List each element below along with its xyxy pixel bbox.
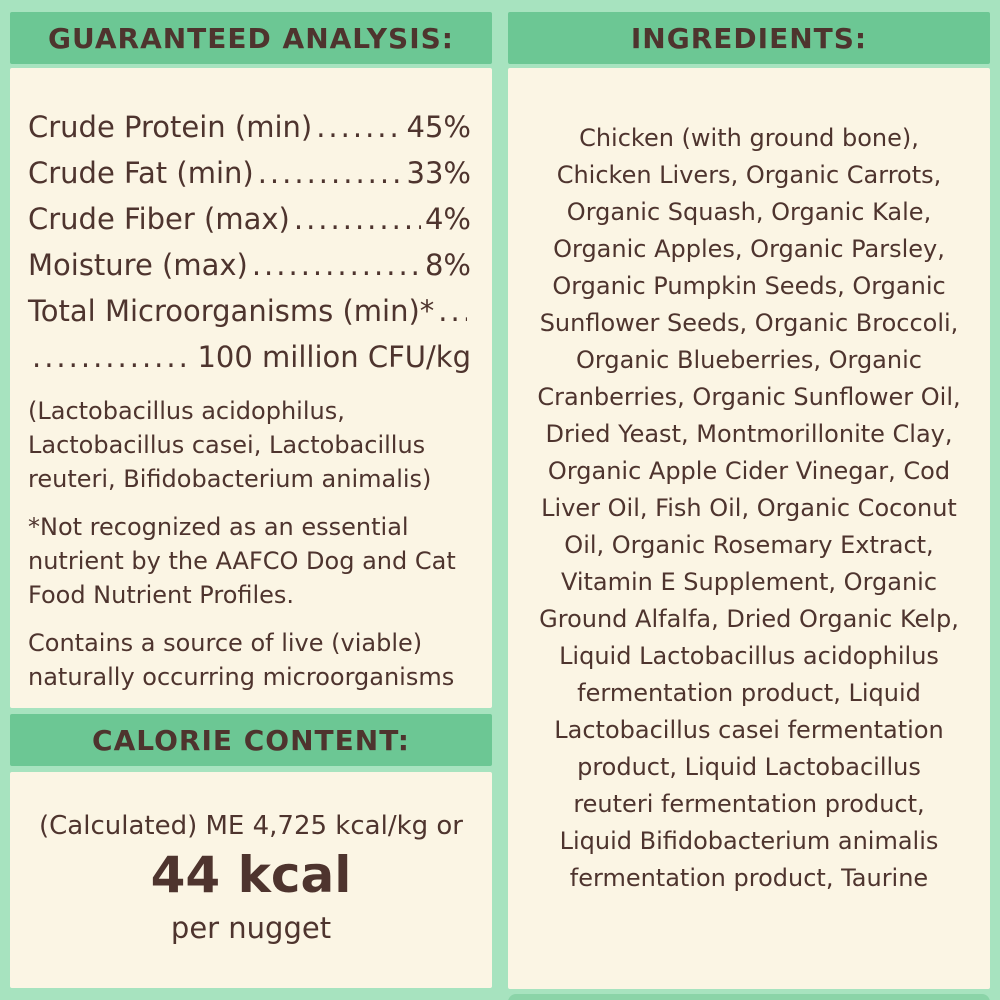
analysis-value: 45% bbox=[406, 110, 471, 144]
live-microorganisms-paragraph: Contains a source of live (viable) natur… bbox=[28, 629, 455, 691]
analysis-row-crude-fat: Crude Fat (min) ........................… bbox=[10, 150, 492, 196]
ingredients-line: fermentation product, Liquid bbox=[577, 679, 921, 707]
ingredients-line: Sunflower Seeds, Organic Broccoli, bbox=[539, 309, 959, 337]
ingredients-line: Ground Alfalfa, Dried Organic Kelp, bbox=[539, 605, 959, 633]
ingredients-line: Dried Yeast, Montmorillonite Clay, bbox=[545, 420, 953, 448]
guaranteed-analysis-panel: Crude Protein (min) ....................… bbox=[10, 68, 492, 708]
guaranteed-analysis-header-band: GUARANTEED ANALYSIS: bbox=[10, 12, 492, 64]
ingredients-line: Chicken Livers, Organic Carrots, bbox=[556, 161, 942, 189]
analysis-label: Moisture (max) bbox=[28, 248, 248, 282]
calorie-content-title: CALORIE CONTENT: bbox=[92, 723, 410, 757]
guaranteed-analysis-title: GUARANTEED ANALYSIS: bbox=[47, 21, 454, 55]
dot-leader: ........................................… bbox=[293, 202, 421, 236]
analysis-row-crude-fiber: Crude Fiber (max) ......................… bbox=[10, 196, 492, 242]
ingredients-line: Lactobacillus casei fermentation bbox=[554, 716, 944, 744]
ingredients-header-band: INGREDIENTS: bbox=[508, 12, 990, 64]
calorie-value: 44 kcal bbox=[150, 846, 352, 904]
ingredients-line: Organic Blueberries, Organic bbox=[576, 346, 922, 374]
ingredients-line: Organic Apples, Organic Parsley, bbox=[553, 235, 945, 263]
ingredients-line: Liquid Bifidobacterium animalis bbox=[559, 827, 939, 855]
ingredients-column: INGREDIENTS: Chicken (with ground bone),… bbox=[508, 12, 990, 989]
analysis-value: 4% bbox=[424, 202, 471, 236]
ingredients-line: Organic Apple Cider Vinegar, Cod bbox=[547, 457, 951, 485]
microorganism-list-paragraph: (Lactobacillus acidophilus, Lactobacillu… bbox=[28, 397, 432, 493]
ingredients-panel: Chicken (with ground bone), Chicken Live… bbox=[508, 68, 990, 989]
analysis-row-moisture: Moisture (max) .........................… bbox=[10, 242, 492, 288]
dot-leader: ........................................… bbox=[438, 294, 467, 328]
next-section-band-peek bbox=[508, 994, 990, 1000]
analysis-label: Total Microorganisms (min)* bbox=[28, 294, 435, 328]
analysis-label: Crude Fiber (max) bbox=[28, 202, 290, 236]
guaranteed-analysis-column: GUARANTEED ANALYSIS: Crude Protein (min)… bbox=[10, 12, 492, 988]
ingredients-line: Chicken (with ground bone), bbox=[579, 124, 919, 152]
ingredients-title: INGREDIENTS: bbox=[630, 21, 868, 55]
analysis-value: 8% bbox=[424, 248, 471, 282]
analysis-row-total-microorganisms: Total Microorganisms (min)* ............… bbox=[10, 288, 492, 334]
ingredients-line: Liquid Lactobacillus acidophilus bbox=[559, 642, 939, 670]
ingredients-line: product, Liquid Lactobacillus bbox=[577, 753, 921, 781]
ingredients-line: reuteri fermentation product, bbox=[573, 790, 925, 818]
calorie-unit: per nugget bbox=[170, 911, 332, 945]
dot-leader: ........................................… bbox=[251, 248, 421, 282]
ingredients-line: Organic Pumpkin Seeds, Organic bbox=[552, 272, 946, 300]
analysis-label: Crude Fat (min) bbox=[28, 156, 254, 190]
ingredients-line: Liver Oil, Fish Oil, Organic Coconut bbox=[541, 494, 957, 522]
analysis-label: Crude Protein (min) bbox=[28, 110, 313, 144]
ingredients-line: Organic Squash, Organic Kale, bbox=[566, 198, 932, 226]
calorie-content-header-band: CALORIE CONTENT: bbox=[10, 714, 492, 766]
ingredients-line: Vitamin E Supplement, Organic bbox=[560, 568, 938, 596]
ingredients-line: fermentation product, Taurine bbox=[569, 864, 929, 892]
ingredients-line: Oil, Organic Rosemary Extract, bbox=[564, 531, 934, 559]
dot-leader: ........................................… bbox=[257, 156, 403, 190]
calorie-calculated-line: (Calculated) ME 4,725 kcal/kg or bbox=[39, 811, 463, 841]
aafco-footnote-paragraph: *Not recognized as an essential nutrient… bbox=[28, 513, 456, 609]
dot-leader: ........................................… bbox=[316, 110, 402, 144]
analysis-row-cfu-value: ........................................… bbox=[10, 334, 492, 380]
analysis-row-crude-protein: Crude Protein (min) ....................… bbox=[10, 104, 492, 150]
ingredients-line: Cranberries, Organic Sunflower Oil, bbox=[537, 383, 961, 411]
calorie-content-panel: (Calculated) ME 4,725 kcal/kg or 44 kcal… bbox=[10, 772, 492, 988]
dot-leader: ........................................… bbox=[32, 340, 193, 374]
analysis-value: 100 million CFU/kg bbox=[197, 340, 471, 374]
analysis-value: 33% bbox=[406, 156, 471, 190]
